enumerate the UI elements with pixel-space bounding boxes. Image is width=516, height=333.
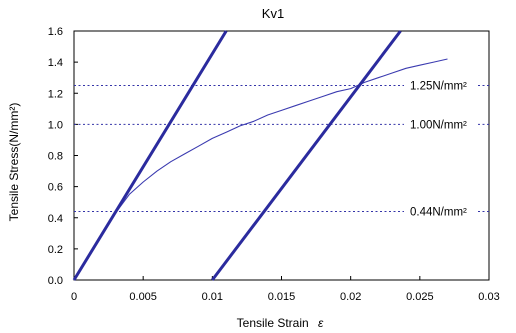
y-axis-label: Tensile Stress(N/mm²) [7, 103, 21, 222]
x-tick-label: 0.01 [202, 291, 223, 303]
y-tick-label: 1.2 [48, 88, 63, 100]
x-tick-label: 0.03 [478, 291, 499, 303]
reference-label: 0.44N/mm² [410, 207, 467, 219]
chart-title: Kv1 [262, 6, 284, 21]
y-tick-label: 1.6 [48, 26, 63, 38]
y-tick-label: 0.2 [48, 244, 63, 256]
x-tick-label: 0 [71, 291, 77, 303]
reference-label: 1.25N/mm² [410, 80, 467, 92]
reference-label: 1.00N/mm² [410, 119, 467, 131]
x-tick-label: 0.02 [340, 291, 361, 303]
y-tick-label: 1.0 [48, 119, 63, 131]
data-series [72, 30, 448, 281]
y-tick-label: 0.8 [48, 151, 63, 163]
axes: 0.0 0.2 0.4 0.6 0.8 1.0 1.2 1.4 1.6 0 0.005 0.01 0.0… [48, 26, 500, 303]
stress-strain-curve [73, 58, 448, 281]
reference-lines: 1.25N/mm² 1.00N/mm² 0.44N/mm² [74, 80, 489, 219]
fit-line [72, 30, 228, 281]
x-axis-label: Tensile Strain ε [237, 316, 324, 330]
y-tick-label: 0.0 [48, 275, 63, 287]
x-axis-label-text: Tensile Strain [237, 316, 309, 330]
y-tick-label: 0.4 [48, 213, 63, 225]
y-tick-label: 0.6 [48, 182, 63, 194]
x-tick-label: 0.015 [268, 291, 296, 303]
x-tick-label: 0.005 [129, 291, 157, 303]
x-tick-label: 0.025 [406, 291, 434, 303]
fit-line [211, 30, 402, 281]
x-axis-symbol: ε [318, 316, 324, 330]
y-tick-label: 1.4 [48, 57, 63, 69]
plot-frame [73, 30, 490, 281]
